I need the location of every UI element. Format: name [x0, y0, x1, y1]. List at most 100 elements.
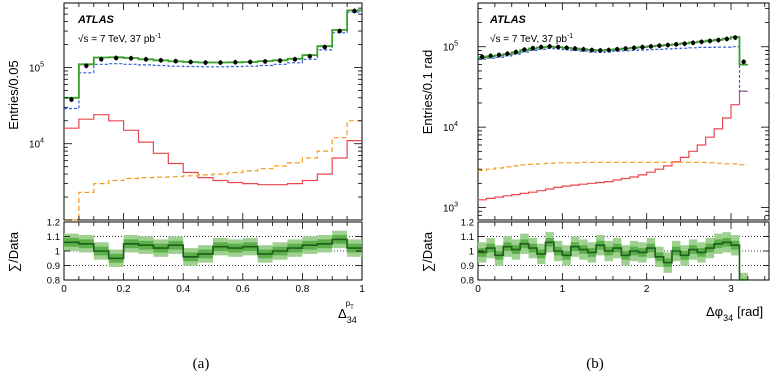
data-point — [233, 60, 238, 65]
data-point — [598, 48, 603, 53]
ratio-central-line — [478, 241, 748, 281]
series-total — [64, 9, 362, 99]
ratio-axes-b: 0.8 0.9 1 1.1 1.2 0 1 2 3 — [461, 218, 769, 295]
y-tick-label-base: 10 — [29, 140, 41, 151]
x-axis-label-sub-b: 34 — [723, 313, 733, 323]
series-component-blue — [64, 11, 362, 110]
data-point — [158, 58, 164, 63]
series-component-red — [478, 90, 748, 201]
y-tick-label-base: 10 — [443, 204, 455, 215]
ratio-band-outer — [739, 272, 748, 280]
series-component-orange — [478, 161, 748, 171]
x-tick-label: 0.2 — [117, 284, 131, 295]
data-point — [657, 43, 662, 48]
energy-lumi-text-b: √s = 7 TeV, 37 pb — [490, 33, 567, 45]
x-tick-label: 0 — [61, 284, 67, 295]
energy-lumi-sup-a: -1 — [155, 33, 161, 40]
y-tick-label-base: 10 — [443, 123, 455, 134]
x-axis-label-supsub-a: T — [350, 305, 354, 311]
data-point — [496, 52, 502, 58]
data-point — [322, 44, 327, 50]
ratio-y-tick-label: 0.8 — [461, 276, 474, 287]
ratio-central-line — [64, 238, 362, 260]
y-tick-label: 105 — [29, 61, 44, 74]
x-axis-label-a: Δ34 pT — [338, 299, 357, 325]
x-tick-label: 1 — [359, 284, 365, 295]
series-component-red — [64, 114, 362, 186]
main-axes-a: 104 105 — [29, 2, 363, 221]
data-point — [99, 57, 104, 62]
data-point — [352, 8, 357, 14]
data-point — [682, 41, 687, 46]
data-point — [589, 47, 595, 53]
x-axis-label-main-b: Δφ — [706, 304, 723, 319]
data-point — [337, 28, 342, 34]
data-point — [277, 58, 283, 63]
energy-lumi-sup-b: -1 — [567, 33, 573, 40]
y-tick-label: 103 — [443, 202, 458, 215]
atlas-label-a: ATLAS — [77, 14, 115, 26]
data-point — [143, 57, 149, 62]
data-point — [564, 45, 569, 51]
ratio-y-tick-label: 1.2 — [461, 218, 474, 229]
data-point — [623, 46, 628, 51]
y-tick-label-base: 10 — [443, 43, 455, 54]
x-tick-label: 0.6 — [236, 284, 250, 295]
series-component-blue — [478, 46, 748, 92]
energy-lumi-text-a: √s = 7 TeV, 37 pb — [78, 33, 155, 45]
data-point — [690, 40, 696, 45]
data-point — [631, 45, 637, 51]
main-plot-series-b — [478, 35, 748, 201]
data-point — [606, 47, 611, 53]
data-point — [741, 59, 746, 64]
data-point — [307, 54, 313, 59]
data-point — [513, 49, 519, 55]
ratio-y-tick-label: 0.9 — [461, 261, 474, 272]
data-point — [674, 42, 679, 47]
x-axis-label-sub-a: 34 — [347, 315, 357, 325]
y-tick-label-exp: 3 — [454, 202, 458, 209]
ratio-y-tick-label: 1.1 — [47, 232, 60, 243]
data-point — [128, 56, 134, 61]
data-point — [716, 37, 721, 43]
data-point — [488, 53, 493, 59]
x-tick-label: 0.8 — [295, 284, 309, 295]
x-tick-label: 1 — [560, 284, 566, 295]
data-point — [188, 59, 193, 65]
data-point — [262, 59, 268, 64]
ratio-y-tick-label: 1.1 — [461, 232, 474, 243]
data-point — [581, 47, 586, 52]
ratio-y-tick-label: 1 — [55, 247, 60, 258]
ratio-y-tick-label: 1.2 — [47, 218, 60, 229]
data-point — [555, 44, 561, 50]
data-point — [648, 44, 654, 49]
y-tick-label: 104 — [443, 121, 458, 134]
main-plot-series-a — [64, 8, 362, 221]
y-tick-label: 104 — [29, 138, 44, 151]
data-point — [539, 44, 544, 50]
energy-lumi-label-a: √s = 7 TeV, 37 pb-1 — [78, 33, 161, 45]
data-point — [614, 47, 620, 52]
ratio-y-axis-label-b: ∑/Data — [420, 231, 435, 272]
data-point — [203, 60, 208, 65]
ratio-y-axis-label-a: ∑/Data — [6, 231, 21, 272]
data-point — [665, 42, 670, 48]
data-point — [84, 63, 89, 69]
x-tick-label: 3 — [728, 284, 734, 295]
data-point — [69, 97, 74, 102]
y-tick-label: 105 — [443, 41, 458, 54]
ratio-y-tick-label: 0.9 — [47, 261, 60, 272]
data-point — [547, 44, 552, 49]
data-point — [724, 36, 730, 42]
y-tick-label-exp: 4 — [40, 138, 44, 145]
data-point — [505, 51, 510, 56]
data-point — [113, 55, 119, 61]
main-plot-frame-b — [477, 2, 770, 221]
data-point — [248, 59, 253, 65]
caption-a: (a) — [193, 356, 210, 372]
data-point — [699, 39, 704, 45]
data-point — [707, 38, 713, 44]
